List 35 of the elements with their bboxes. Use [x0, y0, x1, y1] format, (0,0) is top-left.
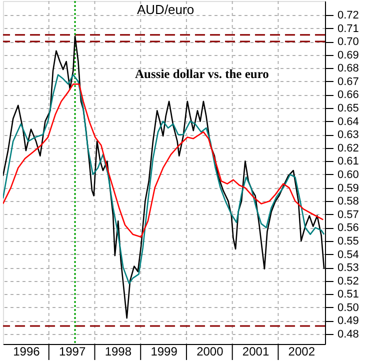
y-tick-label: 0.69 — [338, 49, 359, 62]
y-tick-label: 0.60 — [338, 168, 359, 181]
annotation: Aussie dollar vs. the euro — [135, 67, 269, 81]
y-tick-label: 0.71 — [338, 22, 359, 35]
y-tick-label: 0.48 — [338, 328, 359, 341]
y-tick-label: 0.49 — [338, 315, 359, 328]
y-tick-label: 0.72 — [338, 9, 359, 22]
y-tick-label: 0.56 — [338, 222, 359, 234]
y-tick-label: 0.53 — [338, 262, 359, 274]
y-tick-label: 0.52 — [338, 275, 359, 288]
y-tick-label: 0.59 — [338, 182, 359, 194]
y-tick-label: 0.68 — [338, 62, 359, 75]
y-tick-label: 0.63 — [338, 129, 359, 142]
x-tick-label: 2002 — [288, 344, 316, 358]
chart-title: AUD/euro — [137, 2, 194, 17]
y-tick-label: 0.66 — [338, 89, 359, 102]
x-tick-label: 2001 — [242, 344, 270, 358]
y-tick-label: 0.61 — [338, 156, 359, 168]
y-tick-label: 0.51 — [338, 288, 359, 301]
x-tick-label: 1996 — [13, 344, 40, 358]
x-tick-label: 2000 — [196, 344, 224, 358]
x-tick-label: 1997 — [58, 344, 86, 358]
y-tick-label: 0.64 — [338, 116, 359, 128]
y-tick-label: 0.65 — [338, 102, 359, 115]
y-tick-label: 0.50 — [338, 302, 359, 314]
y-tick-label: 0.70 — [338, 36, 359, 48]
y-tick-label: 0.62 — [338, 142, 359, 154]
y-tick-label: 0.67 — [338, 76, 359, 88]
y-tick-label: 0.54 — [338, 248, 359, 261]
x-tick-label: 1998 — [104, 344, 132, 358]
y-tick-label: 0.57 — [338, 208, 359, 221]
x-tick-label: 1999 — [150, 344, 178, 358]
y-tick-label: 0.58 — [338, 196, 359, 208]
y-tick-label: 0.55 — [338, 235, 359, 248]
line-series — [3, 83, 324, 238]
